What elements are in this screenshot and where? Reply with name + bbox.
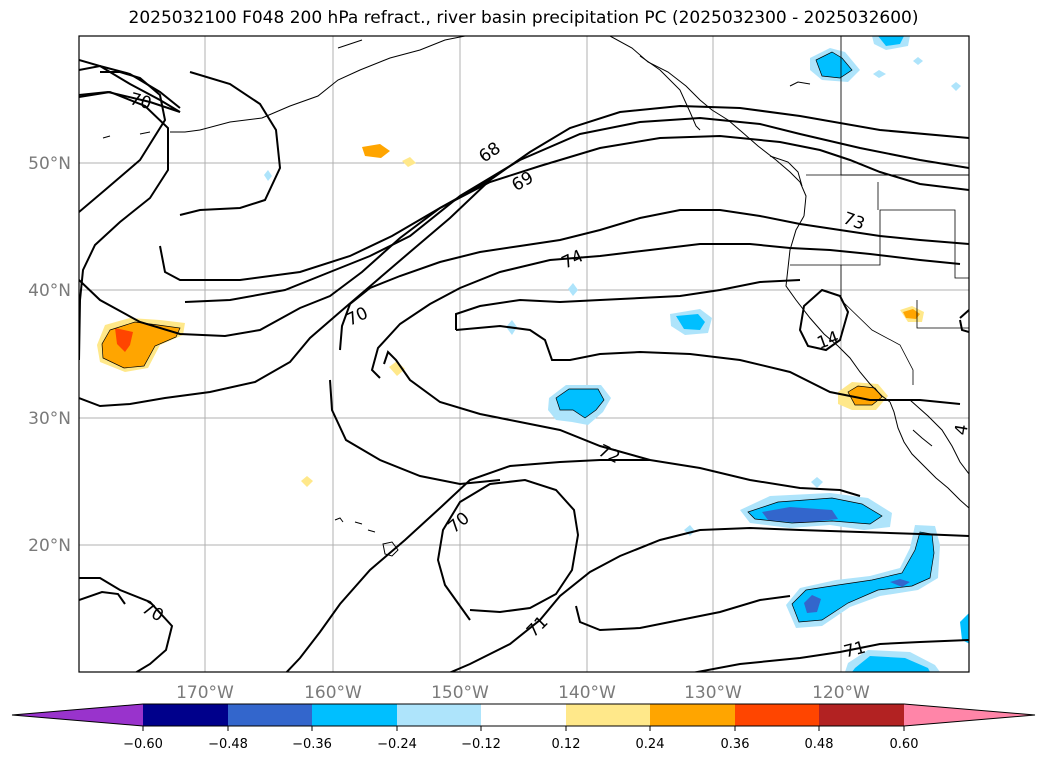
precip-positive-area — [301, 476, 313, 487]
precip-negative-area — [556, 389, 604, 418]
latitude-labels: 50°N 40°N 30°N 20°N — [28, 154, 71, 556]
contour-line — [285, 459, 861, 672]
colorbar-label: −0.48 — [208, 737, 248, 752]
lat-label: 50°N — [28, 154, 71, 174]
precip-negative-area — [684, 525, 695, 536]
contour-line — [159, 179, 491, 281]
contour-line — [691, 639, 969, 672]
contour-label: 14 — [815, 328, 842, 354]
lon-label: 120°W — [812, 683, 870, 703]
colorbar-segment — [397, 704, 481, 726]
lon-label: 150°W — [431, 683, 489, 703]
refractivity-contours — [79, 59, 969, 672]
precip-positive-area — [389, 361, 405, 376]
precip-positive-area — [402, 157, 416, 167]
precip-negative-area — [676, 314, 705, 330]
contour-line — [959, 309, 969, 333]
contour-line — [79, 134, 969, 338]
colorbar-label: −0.36 — [292, 737, 332, 752]
contour-label: 71 — [523, 612, 552, 641]
political-borders — [790, 36, 969, 385]
precip-negative-area — [951, 82, 961, 91]
colorbar-segment — [481, 704, 566, 726]
precip-positive-area — [362, 144, 390, 158]
precip-negative-area — [852, 656, 930, 672]
precip-negative-area — [792, 532, 934, 622]
colorbar-label: 0.24 — [636, 737, 665, 752]
contour-line — [79, 71, 167, 213]
precip-shading — [97, 36, 969, 672]
colorbar-segment — [735, 704, 819, 726]
precip-negative-area — [960, 613, 969, 644]
contour-line — [448, 526, 969, 672]
colorbar-low-extension — [12, 704, 143, 726]
colorbar-segment — [143, 704, 228, 726]
colorbar-segment — [312, 704, 397, 726]
lat-label: 30°N — [28, 409, 71, 429]
contour-line — [798, 288, 850, 352]
longitude-labels: 170°W 160°W 150°W 140°W 130°W 120°W — [176, 683, 870, 703]
contour-line — [184, 116, 969, 303]
lon-label: 160°W — [304, 683, 362, 703]
precip-negative-area — [264, 170, 272, 181]
contour-label: 70 — [138, 598, 167, 626]
colorbar-label: −0.12 — [461, 737, 501, 752]
contour-label: 70 — [444, 508, 473, 537]
colorbar-label: −0.24 — [377, 737, 417, 752]
map-plot-area: 70 68 69 73 74 70 14 72 70 70 71 71 4 — [79, 36, 973, 672]
map-frame — [78, 35, 970, 673]
colorbar-segment — [566, 704, 650, 726]
precip-negative-area — [816, 52, 852, 78]
graticule — [79, 36, 969, 672]
contour-line — [370, 243, 961, 379]
contour-line — [455, 324, 961, 405]
contour-line — [339, 209, 969, 351]
colorbar-segment — [228, 704, 312, 726]
contour-line — [79, 590, 126, 605]
contour-line — [436, 478, 580, 621]
lon-label: 170°W — [176, 683, 234, 703]
colorbar-label: 0.60 — [890, 737, 919, 752]
contour-label: 69 — [508, 168, 537, 196]
precip-negative-area — [913, 57, 923, 65]
precip-negative-area — [804, 595, 821, 613]
colorbar-segment — [819, 704, 904, 726]
precip-positive-area — [115, 328, 133, 352]
lon-label: 140°W — [558, 683, 616, 703]
contour-line — [575, 595, 791, 632]
colorbar: −0.60 −0.48 −0.36 −0.24 −0.12 0.12 0.24 … — [11, 703, 1036, 752]
precip-outlines — [101, 51, 935, 623]
contour-label: 4 — [951, 423, 973, 437]
contour-label: 74 — [559, 246, 587, 273]
contour-line — [383, 350, 651, 461]
contour-line — [79, 90, 169, 361]
colorbar-segment — [650, 704, 735, 726]
lon-label: 130°W — [684, 683, 742, 703]
colorbar-label: 0.48 — [805, 737, 834, 752]
contour-label: 70 — [343, 303, 371, 330]
colorbar-high-extension — [904, 704, 1035, 726]
precip-negative-area — [878, 36, 904, 46]
contour-line — [329, 379, 501, 486]
contour-line — [79, 104, 969, 408]
contour-line — [455, 279, 801, 330]
precip-negative-area — [890, 579, 910, 587]
contour-line — [179, 71, 282, 216]
lat-label: 20°N — [28, 536, 71, 556]
map-title: 2025032100 F048 200 hPa refract., river … — [128, 8, 919, 28]
precip-negative-area — [762, 507, 838, 523]
precip-negative-area — [568, 283, 578, 296]
contour-line — [79, 577, 174, 672]
precip-negative-area — [811, 477, 823, 488]
lat-label: 40°N — [28, 281, 71, 301]
colorbar-label: 0.36 — [721, 737, 750, 752]
colorbar-label: 0.12 — [552, 737, 581, 752]
colorbar-ticks — [142, 726, 905, 731]
precip-negative-area — [873, 70, 886, 78]
colorbar-label: −0.60 — [123, 737, 163, 752]
precip-positive-area — [903, 309, 920, 319]
